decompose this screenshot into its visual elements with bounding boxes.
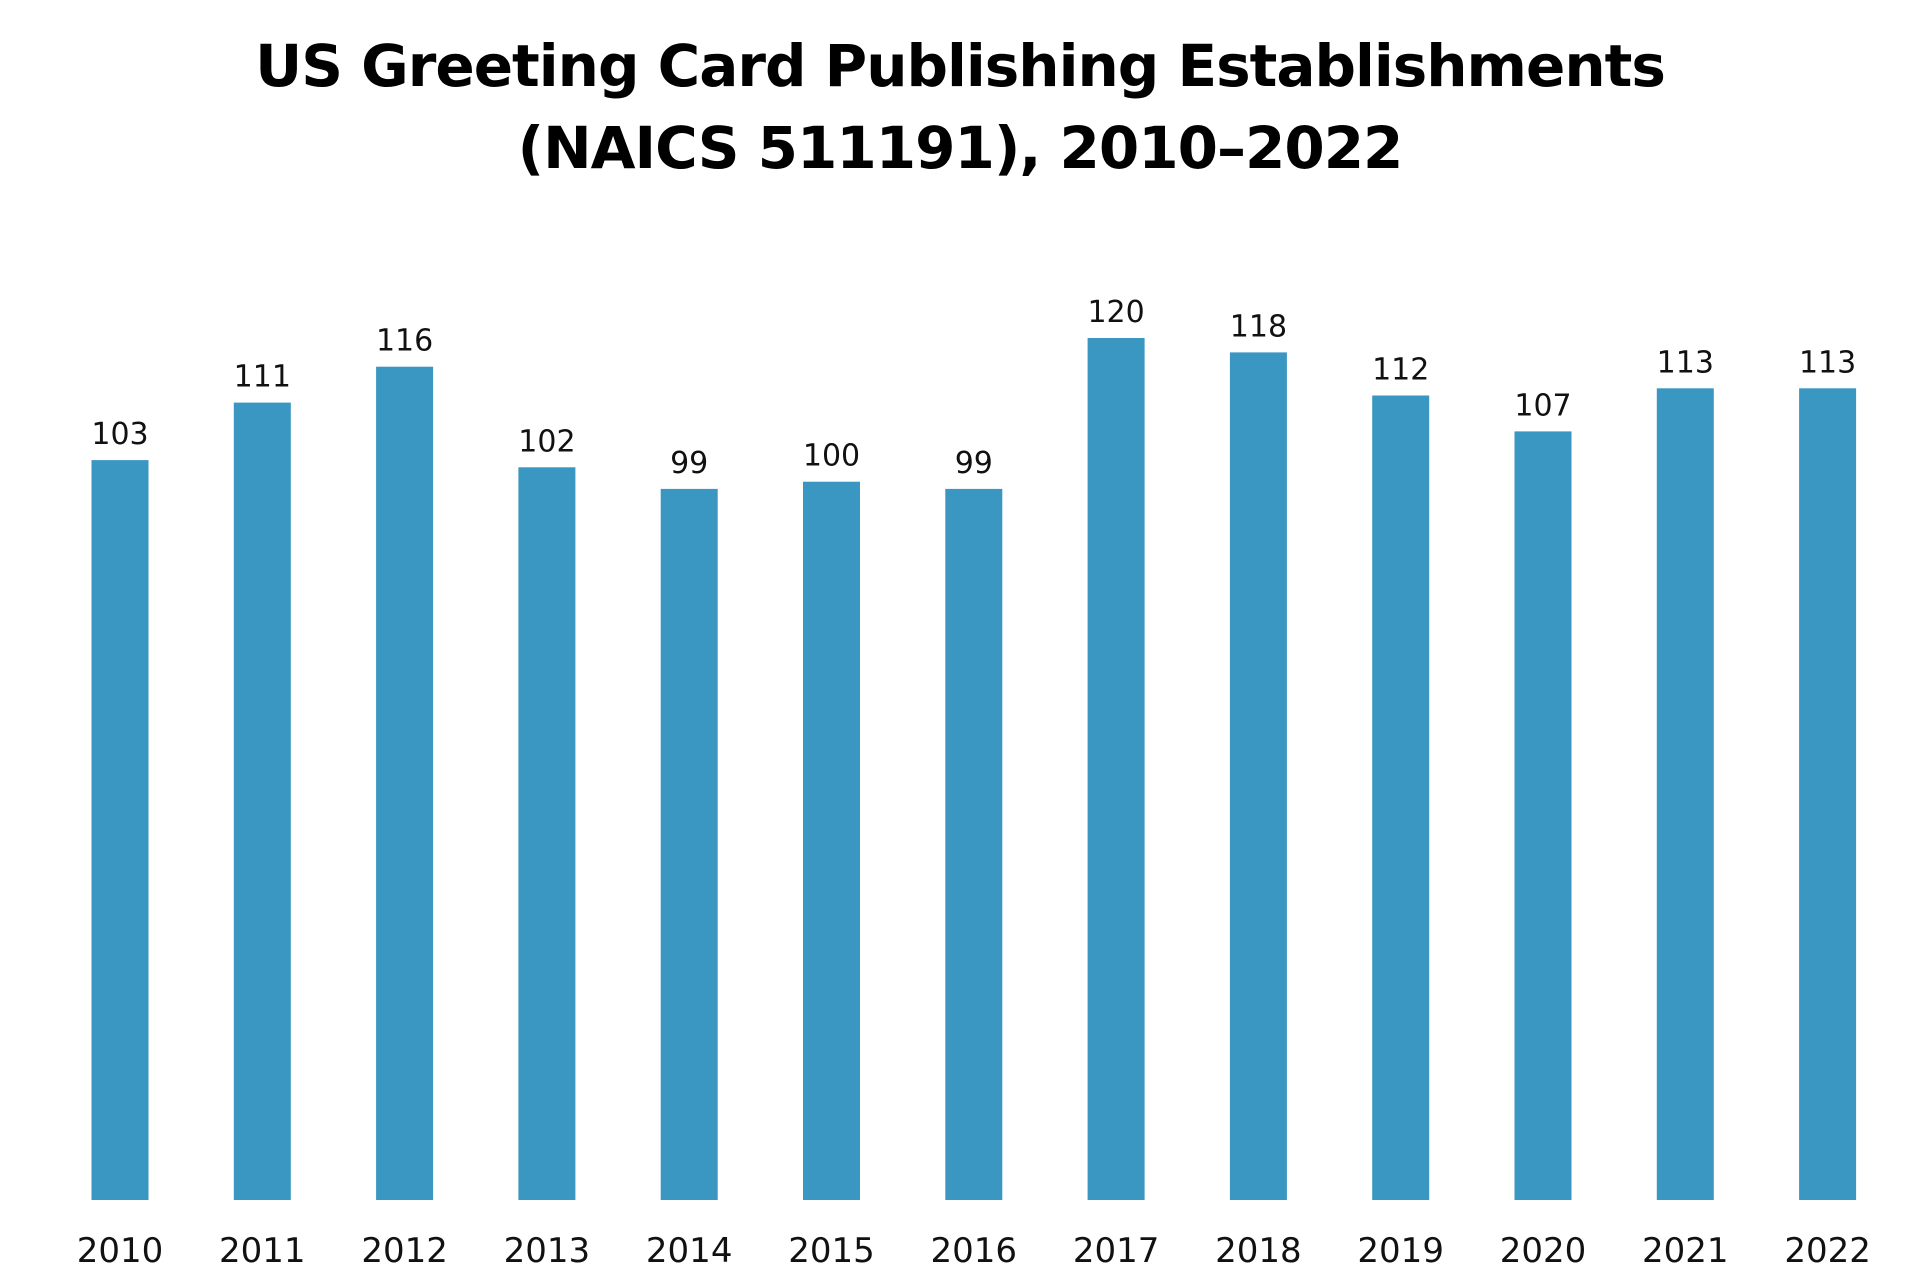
value-label-2011: 111 (234, 360, 291, 395)
bar-2013 (518, 467, 576, 1200)
x-tick-label-2022: 2022 (1784, 1231, 1871, 1268)
value-label-2018: 118 (1230, 309, 1287, 344)
value-label-2019: 112 (1372, 353, 1429, 388)
x-tick-label-2010: 2010 (77, 1231, 164, 1268)
bar-2017 (1087, 338, 1145, 1200)
bar-2014 (660, 488, 718, 1200)
x-tick-label-2012: 2012 (361, 1231, 448, 1268)
bar-2020 (1514, 431, 1572, 1200)
value-label-2017: 120 (1087, 295, 1144, 330)
bar-2016 (945, 488, 1003, 1200)
bar-2010 (91, 460, 149, 1201)
x-tick-label-2016: 2016 (931, 1231, 1018, 1268)
value-label-2012: 116 (376, 324, 433, 359)
bar-2011 (233, 402, 291, 1201)
bar-2018 (1229, 352, 1287, 1200)
x-tick-label-2018: 2018 (1215, 1231, 1302, 1268)
bar-2022 (1799, 388, 1857, 1200)
x-tick-label-2017: 2017 (1073, 1231, 1160, 1268)
value-label-2013: 102 (518, 424, 575, 459)
bar-2012 (376, 366, 434, 1200)
bar-2021 (1656, 388, 1714, 1200)
x-tick-label-2011: 2011 (219, 1231, 306, 1268)
x-tick-label-2021: 2021 (1642, 1231, 1729, 1268)
x-tick-label-2014: 2014 (646, 1231, 733, 1268)
value-label-2015: 100 (803, 439, 860, 474)
bar-2015 (803, 481, 860, 1200)
x-tick-label-2013: 2013 (504, 1231, 591, 1268)
chart-title-line-1: US Greeting Card Publishing Establishmen… (255, 32, 1666, 100)
x-tick-label-2020: 2020 (1500, 1231, 1587, 1268)
x-tick-label-2015: 2015 (788, 1231, 875, 1268)
value-label-2021: 113 (1657, 345, 1714, 380)
value-label-2014: 99 (670, 446, 708, 481)
value-label-2016: 99 (955, 446, 993, 481)
value-label-2010: 103 (91, 417, 148, 452)
chart-title-line-2: (NAICS 511191), 2010–2022 (517, 114, 1404, 182)
x-tick-label-2019: 2019 (1357, 1231, 1444, 1268)
value-label-2020: 107 (1514, 388, 1571, 423)
value-label-2022: 113 (1799, 345, 1856, 380)
bar-2019 (1372, 395, 1430, 1200)
